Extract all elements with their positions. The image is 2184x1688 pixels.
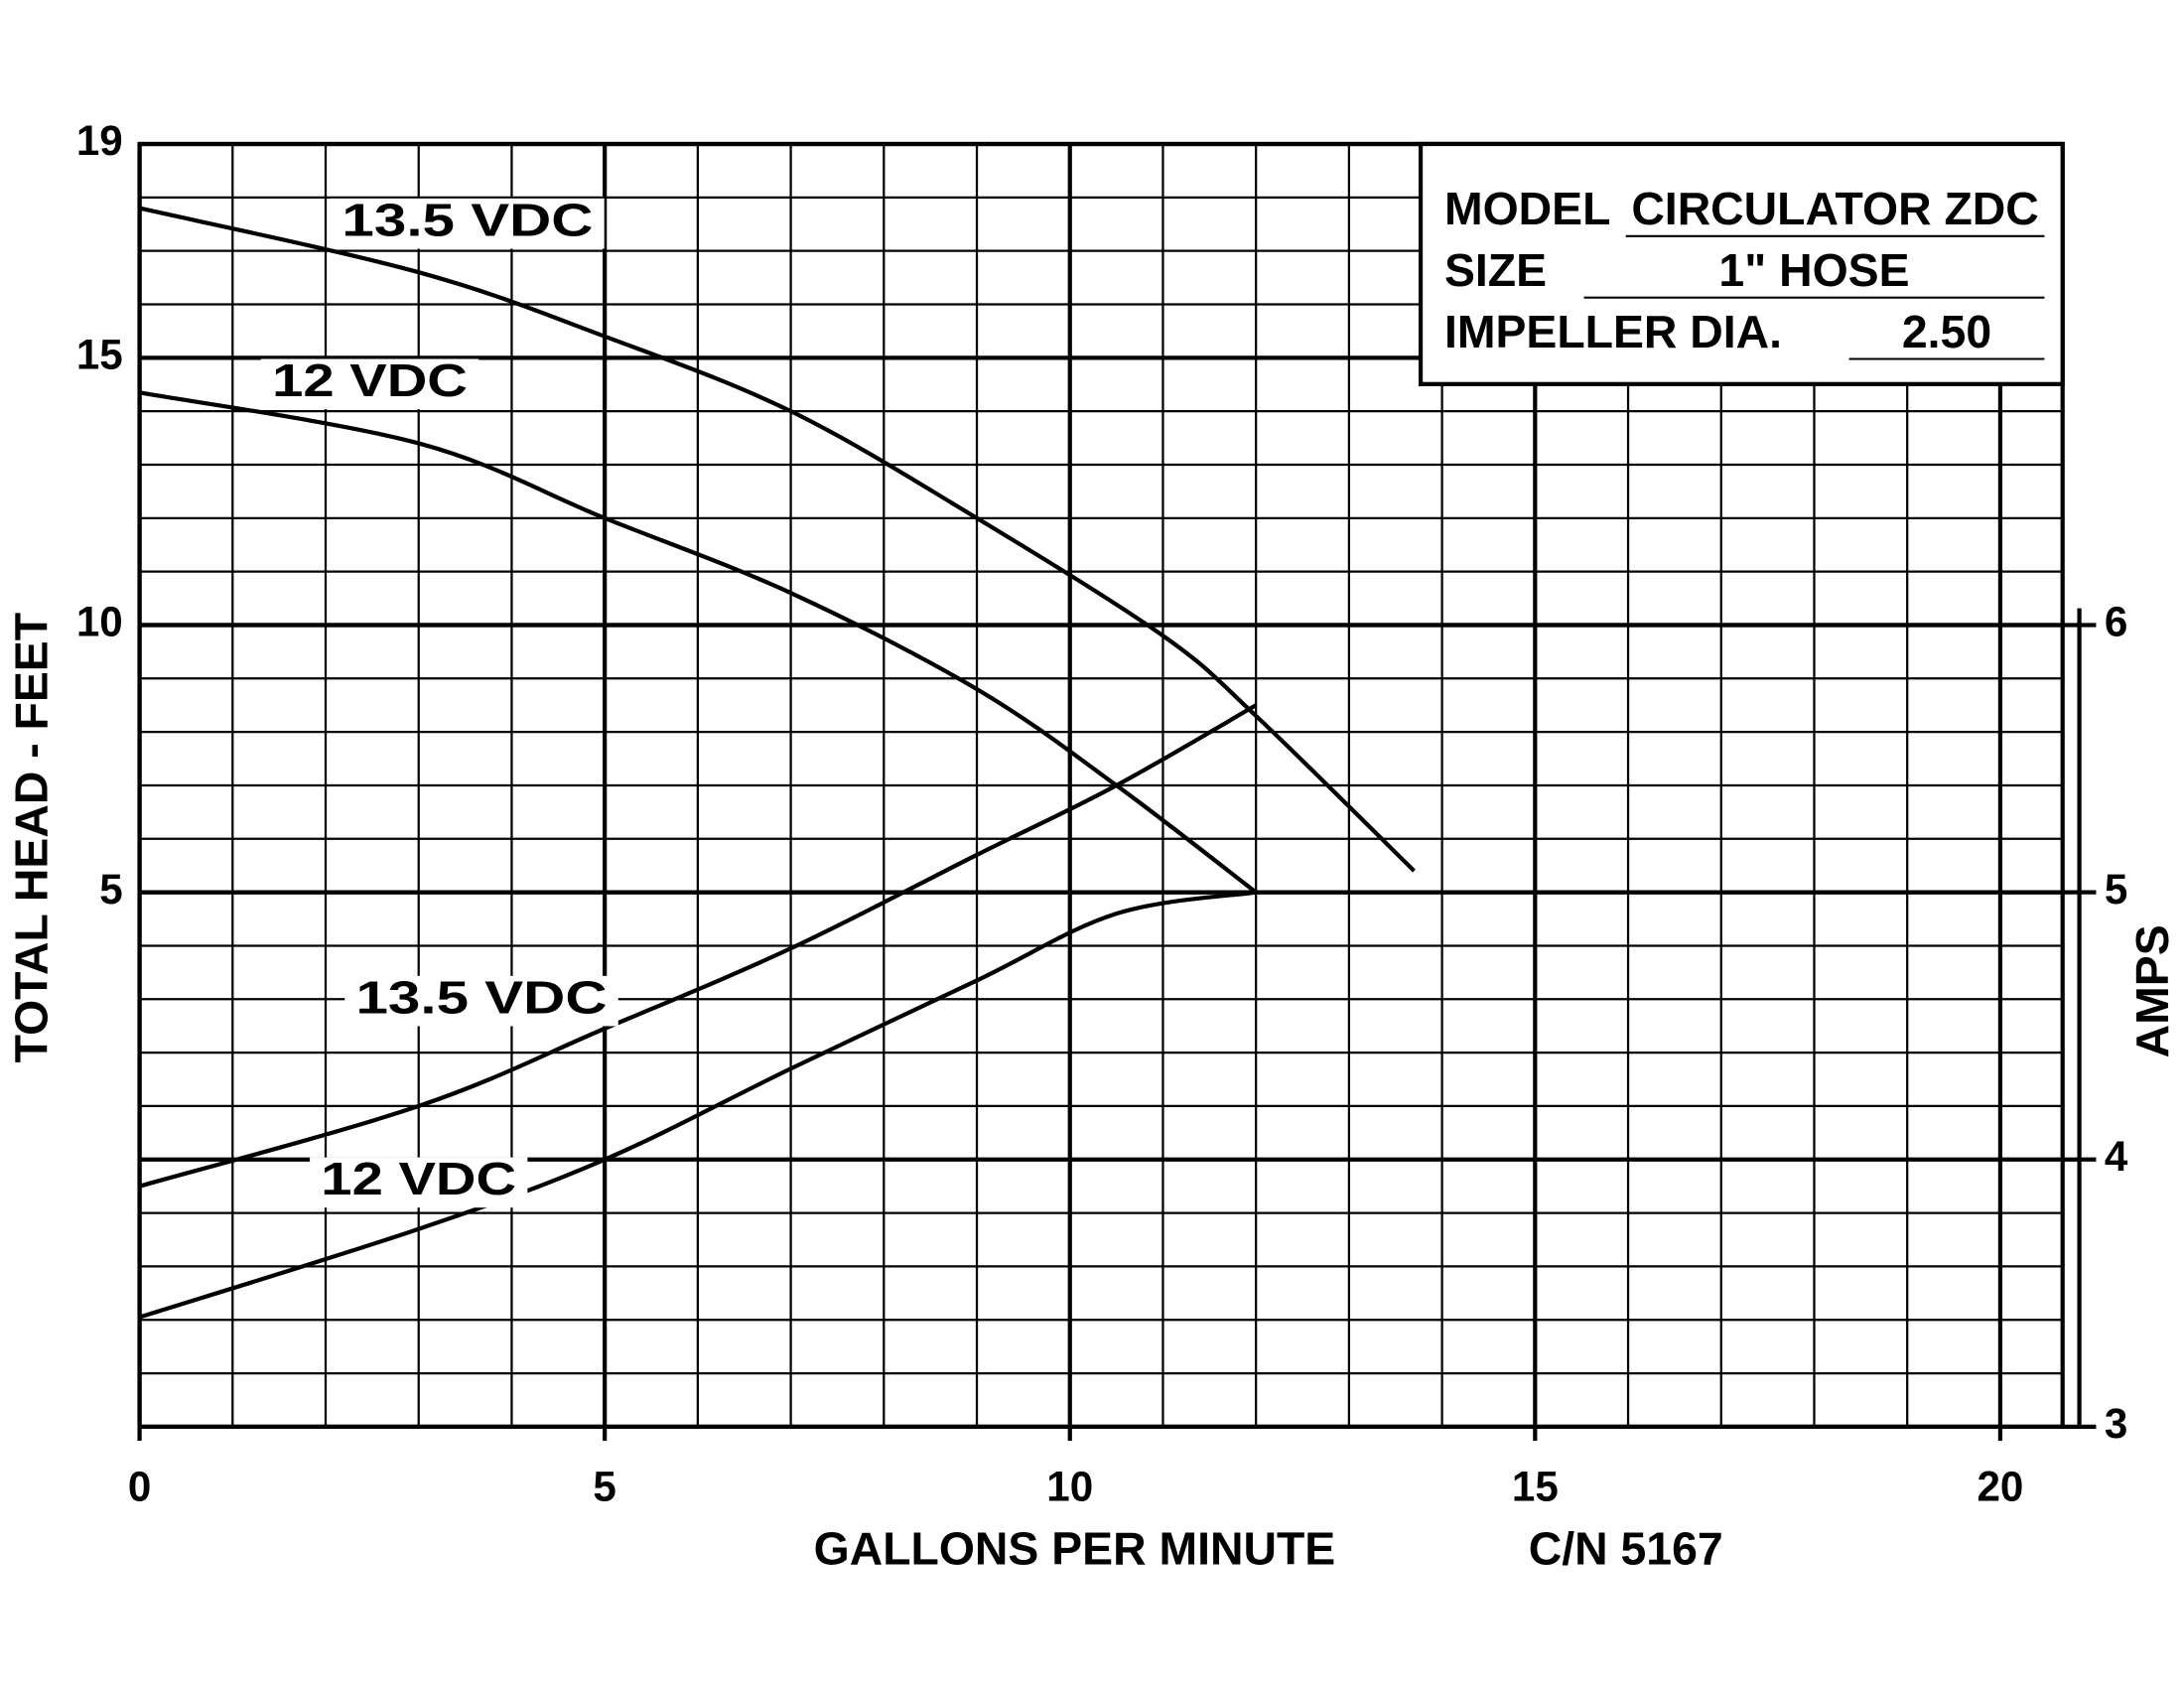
curve bbox=[138, 703, 1258, 1189]
label-bg bbox=[310, 1157, 528, 1208]
info-value: 2.50 bbox=[1902, 306, 1991, 357]
y-tick-label: 5 bbox=[99, 866, 122, 913]
x-tick-label: 10 bbox=[1046, 1463, 1093, 1509]
info-label: SIZE bbox=[1444, 244, 1547, 296]
y2-tick-label: 5 bbox=[2105, 866, 2127, 913]
label-bg bbox=[260, 358, 479, 410]
grid bbox=[137, 141, 2097, 1441]
y2-tick-label: 4 bbox=[2105, 1133, 2128, 1180]
y-tick-label: 10 bbox=[76, 599, 123, 645]
curve-label: 13.5 VDC bbox=[355, 971, 607, 1023]
plot-frame bbox=[137, 141, 2065, 1430]
info-box bbox=[1418, 141, 2065, 386]
x-axis-label: GALLONS PER MINUTE bbox=[814, 1523, 1336, 1575]
label-bg bbox=[344, 975, 618, 1027]
x-tick-label: 0 bbox=[128, 1463, 151, 1509]
note: C/N 5167 bbox=[1529, 1523, 1723, 1575]
y2-tick-label: 6 bbox=[2105, 599, 2127, 645]
info-label: IMPELLER DIA. bbox=[1444, 306, 1782, 357]
x-tick-label: 15 bbox=[1512, 1463, 1559, 1509]
overlay: 0 5 10 15 20 5 10 15 19 3 4 5 6 13.5 VDC 12 VDC 13.5 VD… bbox=[5, 117, 2178, 1575]
curve bbox=[139, 206, 1416, 873]
info-label: MODEL bbox=[1444, 183, 1610, 234]
y2-tick-label: 3 bbox=[2105, 1400, 2127, 1447]
x-tick-label: 5 bbox=[593, 1463, 615, 1509]
curve-label: 12 VDC bbox=[321, 1153, 516, 1204]
curve bbox=[138, 890, 1257, 1320]
y-axis-label: TOTAL HEAD - FEET bbox=[5, 613, 57, 1062]
y-tick-label: 15 bbox=[76, 331, 123, 377]
y2-axis-label: AMPS bbox=[2126, 924, 2178, 1057]
info-value: 1" HOSE bbox=[1718, 244, 1909, 296]
curve-label: 13.5 VDC bbox=[341, 194, 593, 245]
x-tick-label: 20 bbox=[1977, 1463, 2023, 1509]
info-value: CIRCULATOR ZDC bbox=[1631, 183, 2038, 234]
label-bg bbox=[331, 198, 605, 249]
curve-label: 12 VDC bbox=[272, 354, 468, 406]
y-tick-label: 19 bbox=[76, 117, 123, 164]
curves bbox=[138, 206, 1416, 1320]
